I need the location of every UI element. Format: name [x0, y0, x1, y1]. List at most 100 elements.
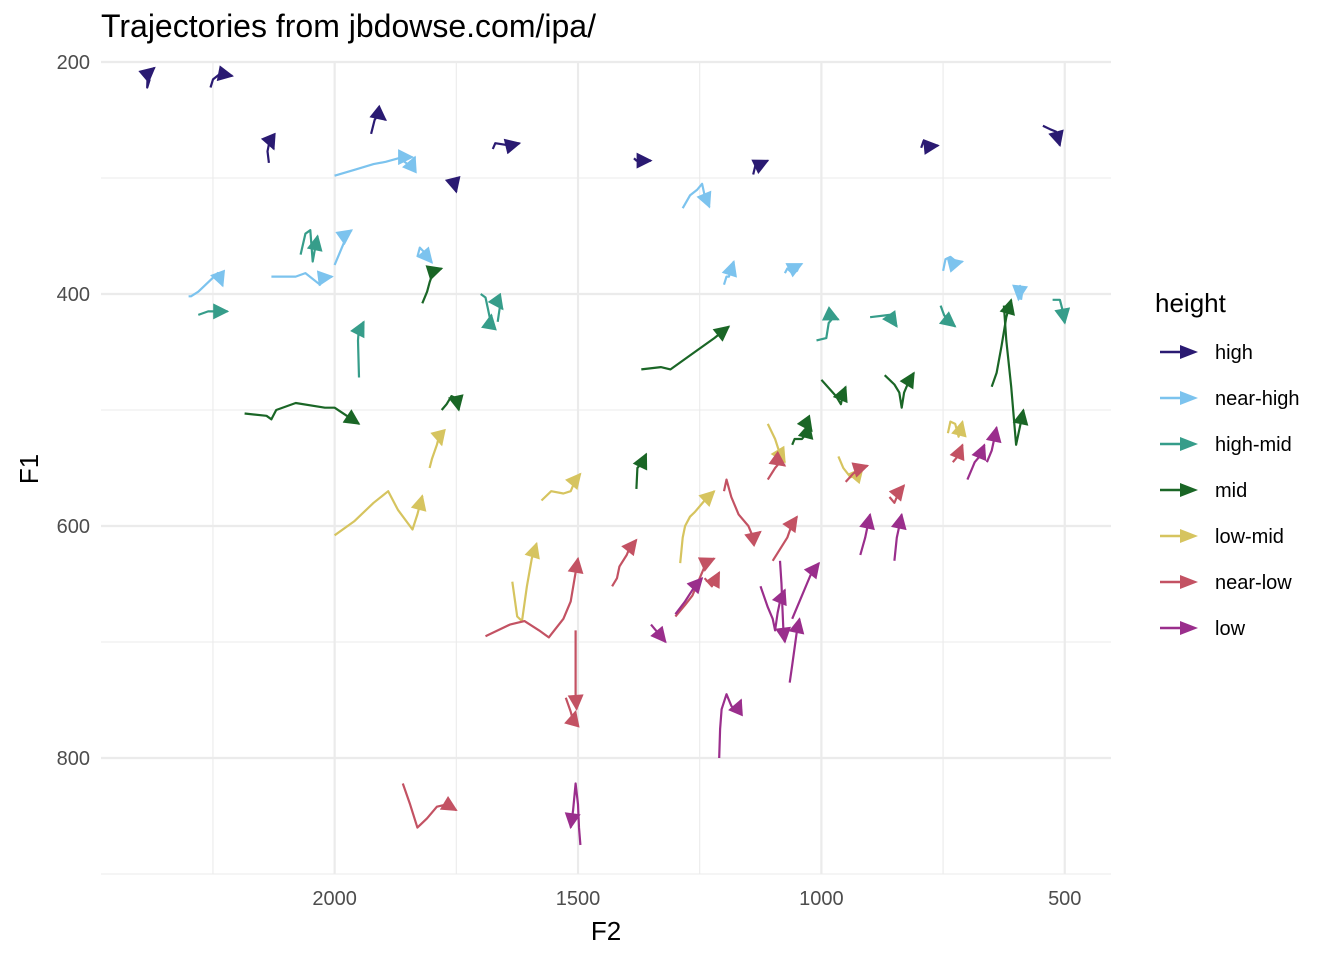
trajectory-low [788, 617, 805, 683]
trajectory-high-mid [938, 305, 957, 328]
trajectory-near-high [271, 270, 334, 287]
trajectory-low [859, 512, 875, 556]
trajectory-low-mid [333, 490, 427, 537]
series-high [138, 65, 1064, 194]
trajectory-high [633, 152, 653, 169]
data-layer [138, 65, 1071, 846]
trajectory-high-mid [869, 310, 898, 328]
trajectory-mid [632, 452, 648, 489]
trajectory-low-mid [679, 490, 716, 564]
trajectory-low [775, 560, 791, 644]
series-mid [244, 265, 1029, 489]
trajectory-high-mid [350, 320, 365, 378]
trajectory-low-mid [766, 423, 786, 464]
trajectory-low-mid [511, 541, 540, 623]
trajectory-mid [791, 422, 814, 446]
legend-label: high [1215, 342, 1253, 364]
legend-label: low-mid [1215, 526, 1284, 548]
tick-layer: 2000 1500 1000 500 200 400 600 800 [57, 52, 1082, 910]
trajectory-high [138, 66, 156, 89]
trajectory-mid [796, 414, 813, 434]
trajectory-high [444, 175, 461, 194]
trajectory-mid [421, 265, 444, 304]
y-axis-title: F1 [14, 454, 44, 484]
x-tick-label: 1000 [799, 888, 844, 910]
x-axis-title: F2 [591, 916, 621, 946]
series-near-high [188, 149, 1028, 302]
trajectory-high-mid [197, 303, 230, 320]
trajectory-near-low [771, 515, 798, 562]
legend-key-arrow [1180, 621, 1198, 635]
trajectory-near-low [722, 478, 762, 548]
trajectory-low [674, 577, 704, 615]
legend-key-arrow [1180, 575, 1198, 589]
trajectory-near-low [564, 697, 580, 728]
trajectory-high-mid [299, 229, 323, 263]
trajectory-mid [1002, 305, 1029, 446]
x-tick-label: 500 [1048, 888, 1081, 910]
trajectory-low [718, 693, 743, 759]
trajectory-high [751, 159, 770, 175]
trajectory-near-high [681, 182, 712, 209]
trajectory-low [759, 585, 787, 632]
chart-title: Trajectories from jbdowse.com/ipa/ [101, 8, 596, 44]
trajectory-near-high [783, 262, 804, 278]
legend-label: near-low [1215, 572, 1292, 594]
legend-key-arrow [1180, 529, 1198, 543]
trajectory-near-low [485, 556, 584, 639]
trajectory-high-mid [480, 293, 497, 331]
trajectory-near-low [703, 570, 721, 589]
y-tick-label: 200 [57, 52, 90, 74]
trajectory-high-mid [487, 292, 504, 322]
legend-key-arrow [1180, 437, 1198, 451]
trajectory-mid [641, 325, 731, 371]
trajectory-near-low [567, 630, 584, 711]
series-near-low [401, 443, 965, 829]
trajectory-near-low [844, 462, 870, 483]
trajectory-high-mid [816, 306, 840, 342]
legend-label: mid [1215, 480, 1247, 502]
trajectory-mid [440, 394, 464, 412]
trajectory-mid [883, 371, 915, 409]
series-high-mid [197, 229, 1071, 378]
trajectory-low [966, 443, 987, 481]
y-tick-label: 400 [57, 284, 90, 306]
trajectory-near-high [1012, 284, 1028, 302]
trajectory-high [1042, 124, 1064, 148]
trajectory-low-mid [946, 420, 967, 438]
trajectory-near-low [949, 443, 965, 463]
trajectory-near-high [721, 259, 737, 286]
trajectory-high [491, 138, 522, 155]
trajectory-low [985, 425, 1002, 463]
trajectory-low-mid [837, 455, 864, 485]
trajectory-near-low [401, 783, 458, 829]
legend-key-arrow [1180, 345, 1198, 359]
legend-key-arrow [1180, 391, 1198, 405]
trajectory-high [209, 65, 234, 88]
trajectory-mid [820, 379, 848, 406]
trajectory-high [369, 104, 387, 135]
legend-label: low [1215, 618, 1246, 640]
trajectory-low [791, 561, 820, 620]
trajectory-high-mid [1052, 298, 1071, 325]
trajectory-near-high [402, 155, 417, 174]
y-tick-label: 800 [57, 748, 90, 770]
trajectory-mid [990, 298, 1015, 388]
trajectory-near-low [611, 538, 638, 587]
legend-label: high-mid [1215, 434, 1292, 456]
trajectory-high [260, 132, 276, 164]
trajectory-near-low [888, 484, 906, 504]
trajectory-mid [244, 401, 361, 425]
trajectory-low-mid [540, 472, 582, 502]
legend-label: near-high [1215, 388, 1300, 410]
trajectory-low [890, 512, 907, 561]
legend-key-arrow [1180, 483, 1198, 497]
x-tick-label: 1500 [556, 888, 601, 910]
legend: height high near-high high-mid mid low-mid ne… [1155, 288, 1300, 640]
trajectory-near-high [333, 229, 354, 266]
trajectory-near-high [188, 269, 226, 298]
trajectory-high [920, 138, 940, 155]
y-tick-label: 600 [57, 516, 90, 538]
trajectory-near-low [766, 450, 787, 481]
